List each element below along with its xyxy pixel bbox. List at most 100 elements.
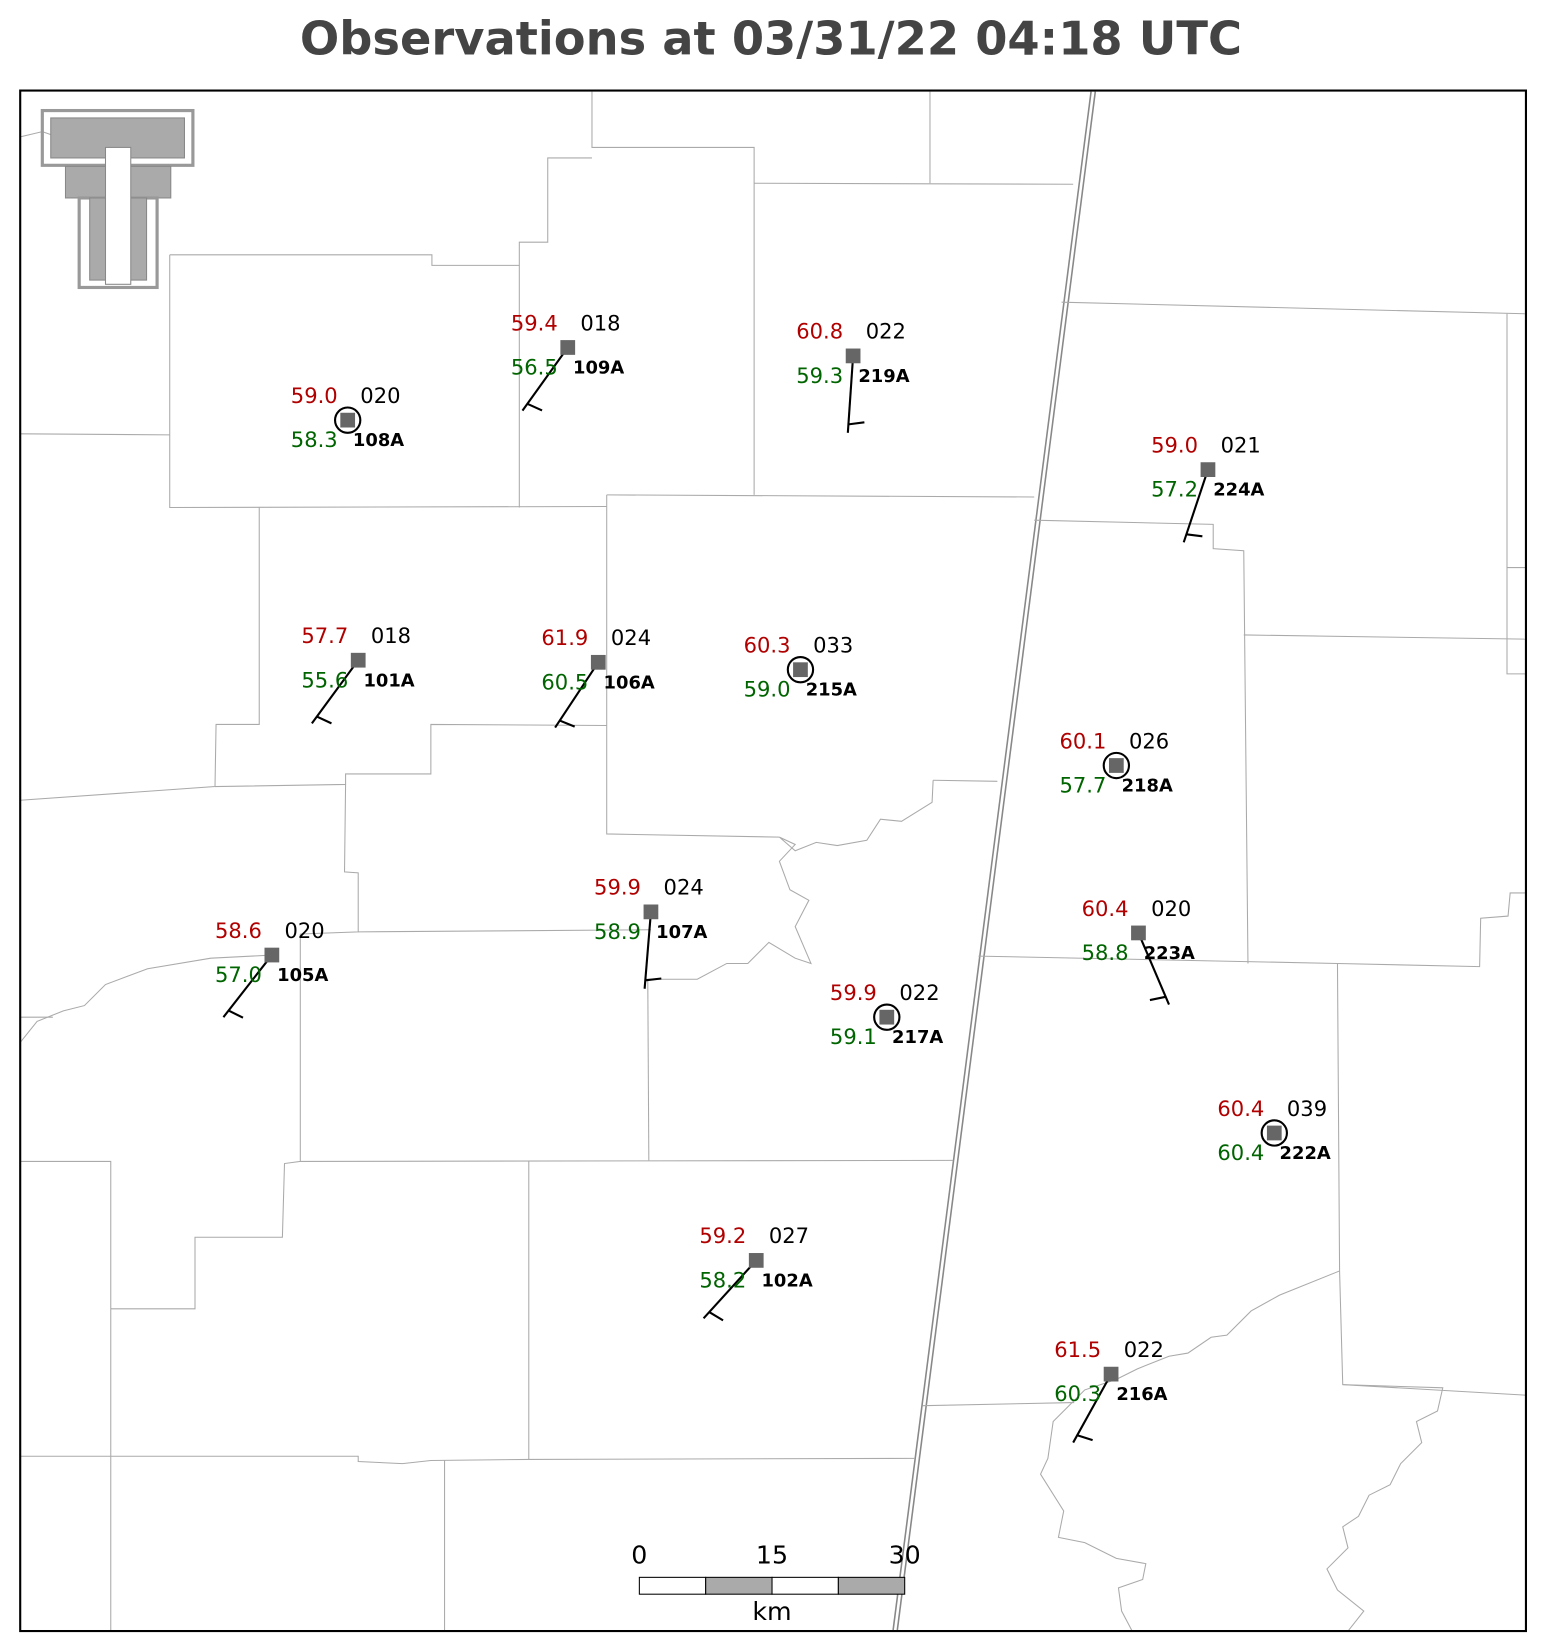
wind-barb bbox=[846, 355, 855, 433]
temperature: 59.0 bbox=[1151, 432, 1198, 457]
station-id: 215A bbox=[806, 680, 857, 701]
wind-barb bbox=[521, 346, 569, 412]
barb-tick bbox=[708, 1311, 724, 1322]
barb-tick bbox=[1076, 1434, 1093, 1442]
county-line bbox=[922, 1402, 1075, 1407]
county-line bbox=[19, 954, 272, 1043]
station-marker bbox=[350, 652, 366, 668]
scale-segment bbox=[705, 1576, 773, 1595]
station: 59.9 022 59.1 217A bbox=[830, 980, 943, 1049]
pressure: 024 bbox=[611, 625, 651, 650]
county-line bbox=[978, 892, 1526, 968]
pressure: 033 bbox=[813, 633, 853, 658]
dewpoint: 59.0 bbox=[744, 677, 791, 702]
station-marker bbox=[748, 1253, 764, 1268]
temperature: 59.0 bbox=[291, 383, 338, 408]
dewpoint: 55.6 bbox=[301, 667, 348, 692]
county-line bbox=[300, 784, 359, 935]
wind-barb bbox=[643, 911, 652, 989]
dewpoint: 56.5 bbox=[511, 355, 558, 380]
barb-tick bbox=[316, 715, 332, 725]
county-line bbox=[20, 1455, 529, 1465]
county-line bbox=[110, 933, 301, 1310]
scale-label: 0 bbox=[631, 1540, 647, 1569]
pressure: 020 bbox=[360, 383, 400, 408]
station: 59.9 024 58.9 107A bbox=[594, 875, 708, 989]
county-line bbox=[20, 433, 170, 436]
dewpoint: 59.1 bbox=[830, 1024, 877, 1049]
station-id: 217A bbox=[892, 1027, 943, 1048]
station-id: 101A bbox=[363, 670, 414, 691]
station-marker bbox=[793, 662, 808, 678]
calm-circle bbox=[333, 406, 362, 434]
barb-tick bbox=[1186, 533, 1203, 538]
dewpoint: 60.4 bbox=[1217, 1140, 1264, 1165]
station-marker bbox=[1200, 462, 1216, 477]
county-line bbox=[1061, 301, 1526, 315]
dewpoint: 59.3 bbox=[796, 363, 843, 388]
county-line bbox=[591, 91, 755, 495]
wind-barb bbox=[554, 661, 600, 729]
county-line bbox=[644, 780, 934, 980]
station-marker bbox=[1103, 1366, 1119, 1382]
station-marker bbox=[1266, 1125, 1282, 1141]
wind-barb bbox=[1182, 469, 1209, 543]
scale-label: 15 bbox=[756, 1540, 788, 1569]
frame bbox=[19, 89, 1528, 1633]
temperature: 60.1 bbox=[1059, 728, 1106, 753]
pressure: 022 bbox=[866, 319, 906, 344]
barb-tick bbox=[559, 719, 576, 728]
station-id: 218A bbox=[1122, 776, 1173, 797]
calm-circle bbox=[1260, 1119, 1288, 1147]
pressure: 021 bbox=[1221, 432, 1261, 457]
barb-tick bbox=[1149, 995, 1166, 1002]
station: 59.0 021 57.2 224A bbox=[1151, 432, 1265, 543]
station-id: 107A bbox=[656, 922, 707, 943]
wind-barb bbox=[1137, 932, 1170, 1005]
county-line bbox=[169, 254, 520, 266]
temperature: 57.7 bbox=[301, 623, 348, 648]
station: 60.8 022 59.3 219A bbox=[796, 319, 910, 433]
station-marker bbox=[560, 340, 576, 355]
station-marker bbox=[879, 1009, 895, 1025]
county-line bbox=[606, 494, 1035, 498]
logo bbox=[40, 108, 195, 290]
county-line bbox=[1034, 519, 1249, 964]
dewpoint: 57.0 bbox=[215, 962, 262, 987]
station: 59.4 018 56.5 109A bbox=[511, 310, 624, 412]
wind-barb bbox=[702, 1259, 758, 1320]
station-marker bbox=[1131, 925, 1146, 941]
station-marker bbox=[264, 947, 280, 963]
county-line bbox=[1243, 634, 1526, 640]
county-line bbox=[606, 494, 780, 838]
station: 59.2 027 58.2 102A bbox=[699, 1223, 813, 1322]
county-line bbox=[1326, 1384, 1444, 1632]
county-line bbox=[528, 1161, 915, 1460]
scale-label: 30 bbox=[889, 1540, 921, 1569]
station-id: 223A bbox=[1144, 943, 1195, 964]
station: 59.0 020 58.3 108A bbox=[291, 383, 404, 452]
scale-segment bbox=[771, 1576, 839, 1595]
scale-segment bbox=[837, 1576, 906, 1595]
station-marker bbox=[590, 654, 606, 670]
wind-barb bbox=[1072, 1373, 1113, 1444]
station-id: 219A bbox=[858, 366, 909, 387]
station-id: 102A bbox=[761, 1270, 812, 1291]
pressure: 026 bbox=[1129, 728, 1169, 753]
pressure: 024 bbox=[664, 875, 704, 900]
temperature: 59.4 bbox=[511, 310, 558, 335]
station-id: 222A bbox=[1280, 1143, 1331, 1164]
county-line bbox=[1506, 313, 1526, 675]
county-line bbox=[518, 157, 592, 508]
temperature: 60.4 bbox=[1217, 1096, 1264, 1121]
barb-tick bbox=[645, 977, 662, 982]
station-id: 109A bbox=[573, 358, 624, 379]
station-id: 106A bbox=[604, 672, 655, 693]
county-line bbox=[169, 254, 607, 509]
calm-circle bbox=[786, 655, 815, 684]
station-marker bbox=[340, 412, 356, 428]
pressure: 020 bbox=[285, 918, 325, 943]
station-marker bbox=[1108, 758, 1124, 773]
dewpoint: 58.8 bbox=[1082, 940, 1129, 965]
